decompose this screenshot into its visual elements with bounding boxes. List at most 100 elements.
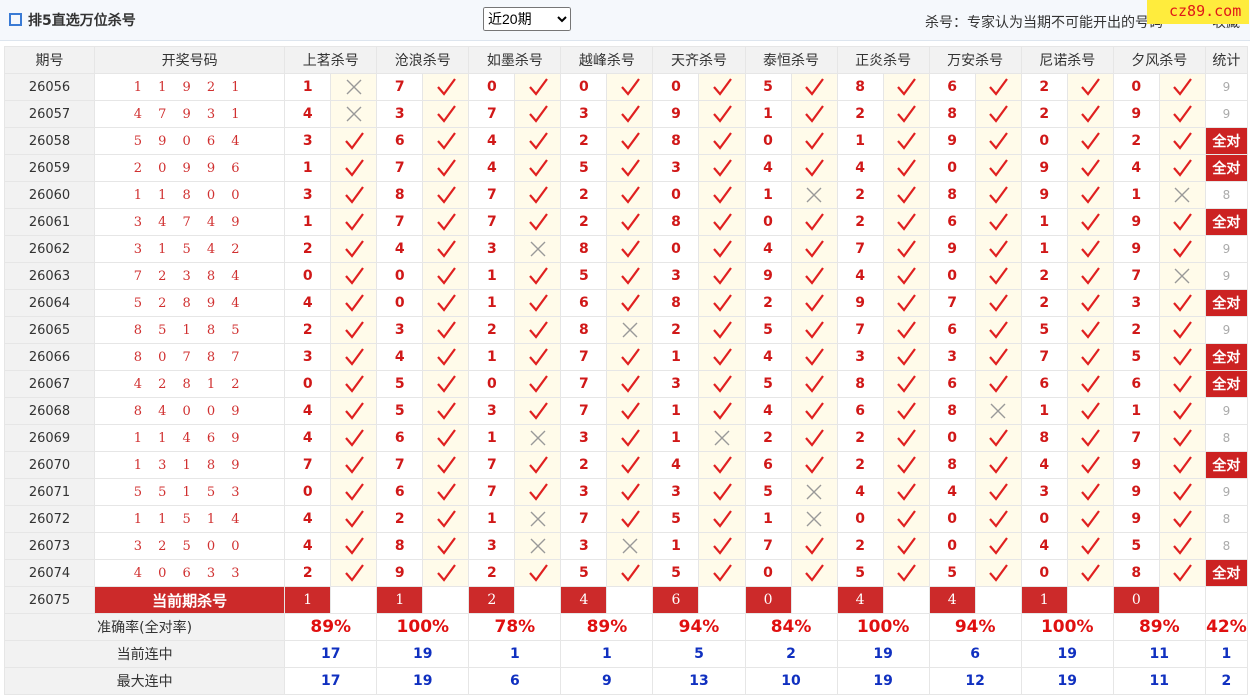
kill-number: 6 (928, 73, 976, 101)
result-cell (698, 127, 746, 155)
kill-number: 3 (560, 532, 608, 560)
draw-numbers: 7 2 3 8 4 (94, 262, 286, 290)
period: 26069 (3, 424, 96, 452)
result-cell (422, 181, 470, 209)
range-select[interactable]: 近20期 (483, 7, 571, 31)
result-cell (974, 505, 1022, 533)
column-header: 期号 (3, 46, 96, 74)
check-icon (1173, 375, 1193, 393)
check-icon (621, 375, 640, 393)
result-cell (1066, 262, 1114, 290)
current-kill: 0 (744, 586, 792, 614)
result-cell (514, 154, 562, 182)
result-cell (1158, 73, 1206, 101)
check-icon (713, 564, 732, 582)
stat: 全对 (1204, 559, 1249, 587)
result-cell (1066, 154, 1114, 182)
kill-number: 7 (468, 478, 516, 506)
kill-number: 6 (376, 424, 424, 452)
result-cell (1158, 235, 1206, 263)
check-icon (436, 159, 456, 177)
summary-value: 19 (376, 640, 470, 668)
check-icon (621, 78, 640, 96)
kill-number: 2 (1020, 100, 1068, 128)
current-label: 当前期杀号 (94, 586, 286, 614)
cross-icon (530, 511, 546, 527)
draw-numbers: 4 0 6 3 3 (94, 559, 286, 587)
kill-number: 7 (468, 100, 516, 128)
empty-cell (330, 586, 378, 614)
result-cell (330, 73, 378, 101)
check-icon (1081, 213, 1101, 231)
stat: 9 (1204, 262, 1249, 290)
current-kill: 4 (836, 586, 884, 614)
result-cell (790, 370, 838, 398)
logo: cz89.com (1147, 0, 1250, 24)
check-icon (344, 429, 364, 447)
kill-number: 0 (836, 505, 884, 533)
check-icon (1081, 105, 1101, 123)
summary-value: 11 (1112, 640, 1206, 668)
check-icon (897, 564, 917, 582)
stat: 全对 (1204, 370, 1249, 398)
check-icon (529, 348, 548, 366)
result-cell (1158, 316, 1206, 344)
result-cell (974, 208, 1022, 236)
result-cell (974, 397, 1022, 425)
kill-number: 3 (284, 127, 332, 155)
result-cell (698, 451, 746, 479)
result-cell (974, 424, 1022, 452)
check-icon (805, 321, 824, 339)
data-row: 26058 5 9 0 6 4 3 6 4 2 8 0 1 9 0 2 全对 (3, 127, 1249, 155)
kill-number: 1 (836, 127, 884, 155)
check-icon (989, 456, 1009, 474)
kill-number: 1 (744, 505, 792, 533)
kill-number: 7 (836, 316, 884, 344)
kill-number: 4 (284, 289, 332, 317)
kill-number: 7 (928, 289, 976, 317)
kill-number: 8 (376, 532, 424, 560)
check-icon (713, 213, 732, 231)
check-icon (529, 105, 548, 123)
result-cell (698, 532, 746, 560)
check-icon (897, 321, 917, 339)
check-icon (1081, 429, 1101, 447)
result-cell (514, 397, 562, 425)
check-icon (621, 159, 640, 177)
kill-number: 0 (1020, 559, 1068, 587)
result-cell (698, 343, 746, 371)
kill-number: 1 (1020, 208, 1068, 236)
stat: 9 (1204, 397, 1249, 425)
result-cell (882, 154, 930, 182)
check-icon (805, 456, 824, 474)
result-cell (790, 73, 838, 101)
result-cell (606, 208, 654, 236)
result-cell (514, 208, 562, 236)
stat: 9 (1204, 100, 1249, 128)
kill-number: 2 (560, 208, 608, 236)
kill-number: 3 (284, 181, 332, 209)
check-icon (1173, 294, 1193, 312)
kill-number: 0 (376, 289, 424, 317)
check-icon (897, 456, 917, 474)
draw-numbers: 4 7 9 3 1 (94, 100, 286, 128)
cross-icon (346, 79, 362, 95)
result-cell (1158, 532, 1206, 560)
kill-number: 8 (560, 316, 608, 344)
check-icon (805, 240, 824, 258)
period: 26056 (3, 73, 96, 101)
result-cell (790, 127, 838, 155)
result-cell (330, 127, 378, 155)
data-row: 26061 3 4 7 4 9 1 7 7 2 8 0 2 6 1 9 全对 (3, 208, 1249, 236)
kill-number: 4 (1020, 532, 1068, 560)
result-cell (882, 235, 930, 263)
result-cell (882, 208, 930, 236)
data-row: 26074 4 0 6 3 3 2 9 2 5 5 0 5 5 0 8 全对 (3, 559, 1249, 587)
kill-number: 5 (836, 559, 884, 587)
result-cell (514, 127, 562, 155)
kill-number: 2 (560, 127, 608, 155)
kill-number: 5 (928, 559, 976, 587)
check-icon (621, 510, 640, 528)
result-cell (514, 289, 562, 317)
